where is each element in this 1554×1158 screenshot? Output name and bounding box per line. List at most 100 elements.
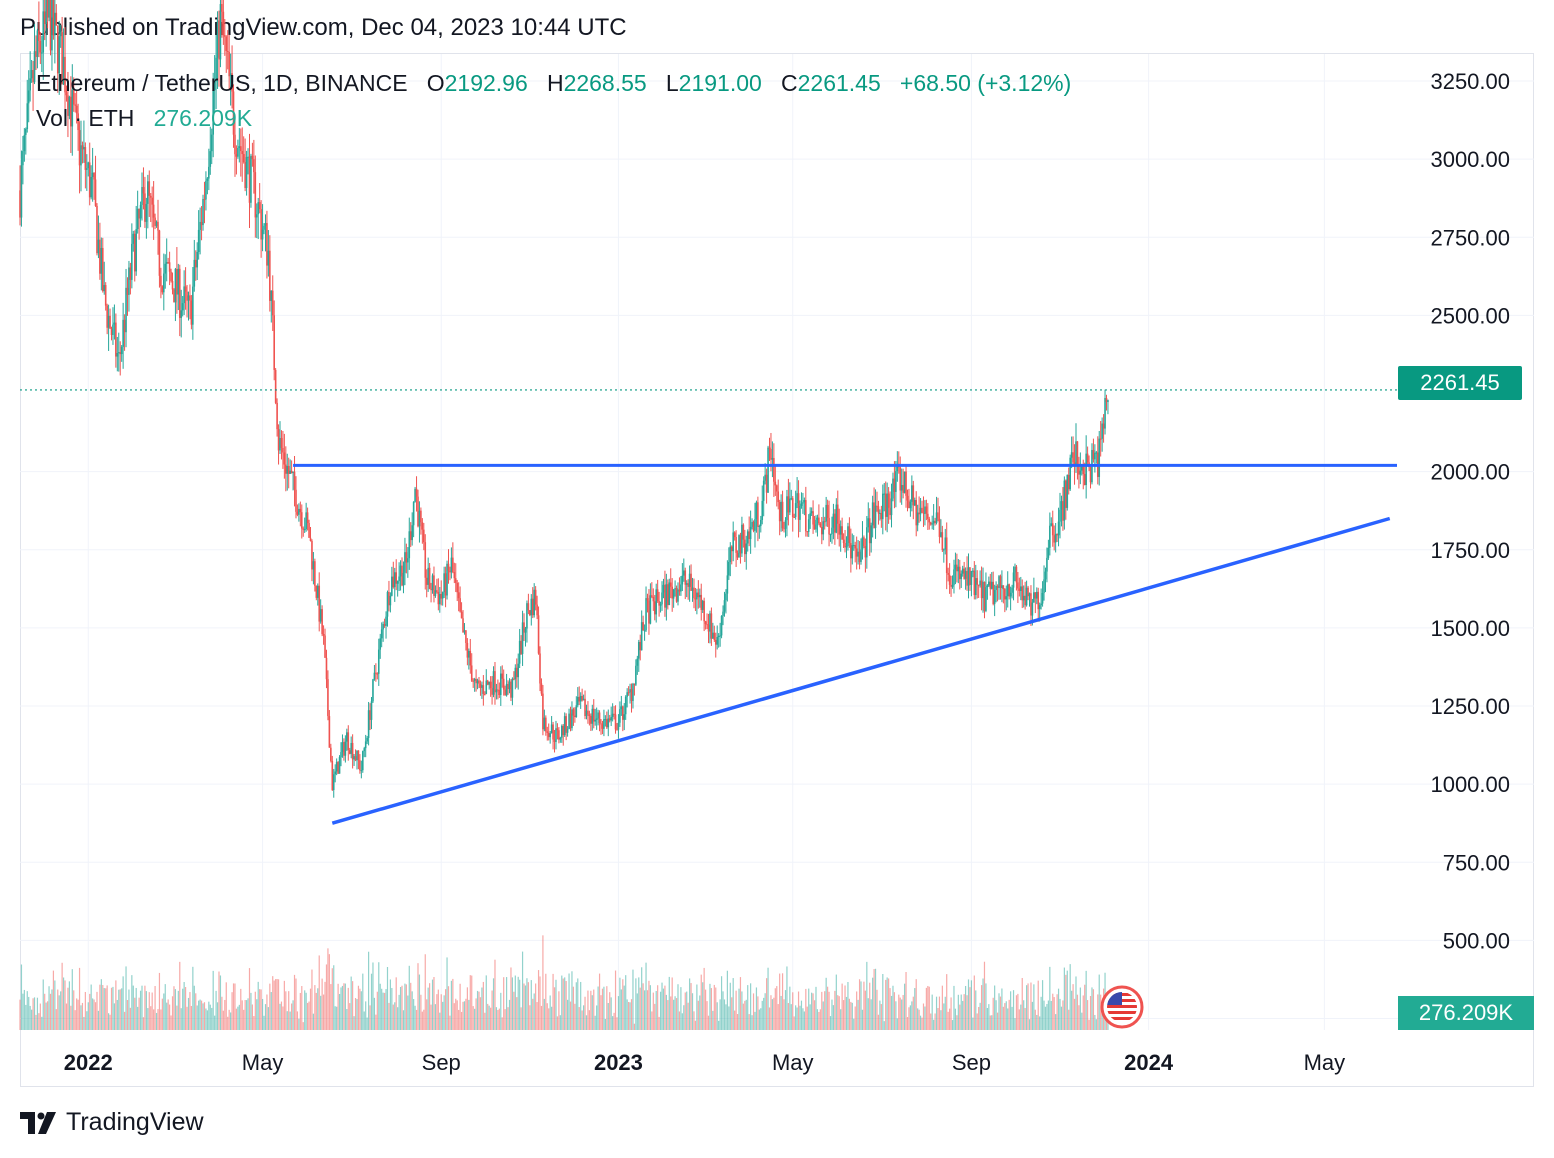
volume-bar	[349, 1003, 351, 1030]
volume-bar	[516, 997, 518, 1030]
volume-label[interactable]: Vol · ETH	[36, 105, 135, 131]
volume-bar	[341, 985, 344, 1030]
candle-body	[550, 724, 553, 734]
candle-body	[1014, 566, 1016, 573]
volume-bar	[437, 989, 439, 1030]
volume-bar	[280, 1001, 283, 1030]
brand[interactable]: TradingView	[20, 1108, 204, 1137]
candle-body	[892, 478, 894, 499]
volume-bar	[719, 999, 721, 1030]
volume-bar	[774, 988, 776, 1030]
volume-bar	[607, 1003, 609, 1030]
candle-body	[80, 145, 82, 166]
candle-body	[1047, 547, 1050, 558]
candle-body	[20, 165, 23, 218]
volume-bar	[1015, 995, 1018, 1030]
volume-bar	[649, 985, 651, 1030]
candle-body	[1027, 587, 1029, 597]
candle-body	[883, 493, 886, 495]
symbol-label[interactable]: Ethereum / TetherUS, 1D, BINANCE	[36, 70, 408, 96]
volume-bar	[639, 987, 641, 1030]
volume-bar	[587, 990, 589, 1030]
volume-bar	[354, 998, 357, 1030]
candle-body	[54, 12, 56, 36]
volume-bar	[346, 1009, 348, 1030]
candle-body	[433, 575, 435, 596]
candle-body	[184, 286, 187, 292]
candle-body	[412, 501, 415, 526]
candle-body	[961, 568, 964, 574]
candle-body	[279, 437, 281, 451]
candle-body	[780, 501, 782, 522]
candle-body	[742, 524, 745, 540]
candle-body	[481, 685, 483, 688]
volume-bar	[169, 1004, 171, 1030]
volume-bar	[20, 964, 23, 1030]
volume-bar	[636, 993, 638, 1030]
volume-bar	[238, 1004, 240, 1030]
volume-bar	[978, 1006, 980, 1030]
candle-body	[1019, 586, 1022, 591]
candle-body	[505, 683, 508, 696]
candle-body	[101, 247, 104, 292]
volume-bar	[661, 982, 663, 1030]
candle-body	[958, 566, 961, 580]
candle-body	[890, 498, 893, 516]
volume-bar	[479, 997, 482, 1030]
candle-body	[643, 630, 646, 632]
volume-bar	[439, 1012, 441, 1030]
volume-bar	[864, 990, 866, 1030]
us-flag-icon[interactable]	[1100, 985, 1144, 1029]
candle-body	[292, 471, 294, 473]
candle-body	[436, 590, 438, 592]
volume-bar	[967, 979, 970, 1030]
candle-body	[608, 718, 611, 721]
candle-body	[1075, 441, 1077, 467]
volume-bar	[373, 997, 376, 1030]
volume-bar	[199, 999, 201, 1030]
volume-bar	[889, 988, 891, 1030]
volume-bar	[1060, 1006, 1063, 1030]
volume-bar	[52, 970, 55, 1030]
volume-bar	[520, 1007, 522, 1030]
candle-body	[206, 178, 209, 181]
candle-body	[136, 208, 139, 230]
volume-bar	[26, 991, 28, 1030]
candle-body	[1057, 521, 1060, 536]
candle-body	[751, 521, 753, 527]
volume-bar	[488, 1005, 490, 1030]
candle-body	[171, 280, 174, 290]
candle-body	[453, 572, 456, 579]
volume-bar	[363, 1011, 365, 1030]
volume-bar	[195, 993, 197, 1030]
candle-body	[97, 239, 100, 254]
volume-bar	[414, 1005, 416, 1030]
candle-body	[135, 229, 138, 272]
candle-body	[693, 587, 695, 599]
candle-body	[1034, 592, 1037, 599]
candle-body	[359, 760, 361, 771]
volume-bar	[459, 983, 461, 1030]
volume-bar	[612, 1016, 614, 1030]
candle-body	[298, 508, 300, 515]
volume-bar	[507, 1007, 509, 1030]
volume-bar	[927, 985, 929, 1030]
candle-body	[622, 706, 624, 720]
candle-body	[582, 698, 585, 701]
volume-bar	[951, 1020, 954, 1030]
volume-bar	[116, 999, 118, 1030]
volume-bar	[827, 986, 829, 1030]
x-tick-label: Sep	[952, 1050, 991, 1075]
candle-body	[75, 105, 78, 114]
candle-body	[1082, 465, 1085, 475]
candle-body	[767, 447, 769, 493]
volume-bar	[1084, 984, 1086, 1030]
volume-bar	[796, 1007, 798, 1030]
volume-bar	[625, 975, 627, 1030]
volume-bar	[39, 1003, 41, 1030]
candle-body	[456, 582, 459, 593]
volume-bar	[712, 1010, 714, 1030]
candle-body	[485, 680, 488, 694]
candle-body	[518, 640, 521, 664]
